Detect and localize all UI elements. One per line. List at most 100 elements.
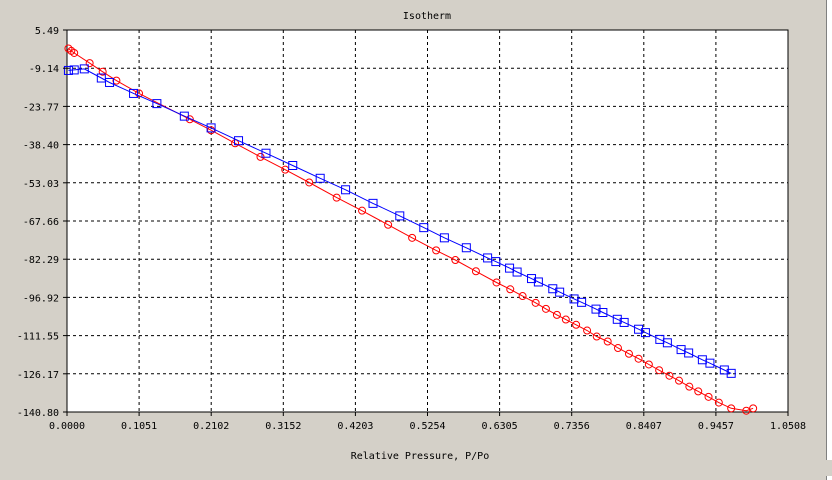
data-point [451,256,460,265]
x-tick-label: 0.1051 [121,421,157,432]
data-point [527,274,537,284]
data-point [461,243,471,253]
x-tick-label: 0.6305 [482,421,518,432]
data-point [533,277,543,287]
series-circle [64,44,758,415]
data-point [541,304,550,313]
data-point [531,298,540,307]
y-tick-label: -53.03 [23,179,59,190]
data-point [384,220,393,229]
data-point [315,173,325,183]
data-point [332,193,341,202]
x-tick-label: 0.2102 [193,421,229,432]
data-point [694,387,703,396]
x-tick-label: 0.9457 [698,421,734,432]
data-point [612,314,622,324]
data-point [561,315,570,324]
data-point [634,354,643,363]
window-edge [826,0,832,480]
data-point [684,348,694,358]
x-tick-label: 0.5254 [409,421,445,432]
data-point [704,392,713,401]
data-point [432,246,441,255]
data-point [79,64,89,74]
y-tick-label: 5.49 [35,26,59,37]
y-tick-label: -38.40 [23,141,59,152]
data-point [577,297,587,307]
x-axis-label: Relative Pressure, P/Po [351,451,489,462]
y-tick-label: -23.77 [23,102,59,113]
data-point [98,67,107,76]
data-point [368,198,378,208]
data-point [749,404,758,413]
data-point [234,136,244,146]
data-point [185,115,194,124]
data-point [395,211,405,221]
data-point [591,304,601,314]
x-tick-label: 0.0000 [49,421,85,432]
y-tick-label: -140.80 [17,408,59,419]
x-tick-label: 0.7356 [554,421,590,432]
data-point [305,178,314,187]
series-layer [63,44,758,415]
data-point [572,320,581,329]
data-point [70,48,79,57]
grid-lines [67,30,788,412]
data-point [603,337,612,346]
data-point [583,326,592,335]
data-point [552,310,561,319]
y-tick-label: -111.55 [17,332,59,343]
data-point [85,59,94,68]
data-point [512,267,522,277]
data-point [624,349,633,358]
data-point [105,77,115,87]
data-point [419,223,429,233]
data-point [675,376,684,385]
data-point [288,160,298,170]
data-point [471,267,480,276]
x-tick-label: 0.8407 [626,421,662,432]
data-point [439,233,449,243]
data-point [662,338,672,348]
data-point [598,308,608,318]
chart-title: Isotherm [403,11,451,22]
data-point [112,76,121,85]
data-point [613,344,622,353]
data-point [727,404,736,413]
data-point [555,287,565,297]
data-point [69,65,79,75]
data-point [261,148,271,158]
y-tick-label: -126.17 [17,370,59,381]
data-point [129,88,139,98]
data-point [206,123,216,133]
y-tick-label: -67.66 [23,217,59,228]
data-point [705,358,715,368]
data-point [714,398,723,407]
data-point [719,365,729,375]
data-point [742,406,751,415]
data-point [640,328,650,338]
data-point [655,366,664,375]
series-square [63,64,736,378]
data-point [665,371,674,380]
data-point [358,206,367,215]
data-point [492,278,501,287]
series-line [68,68,732,374]
data-point [518,292,527,301]
x-tick-label: 1.0508 [770,421,806,432]
data-point [152,99,162,109]
data-point [548,284,558,294]
x-tick-label: 0.3152 [265,421,301,432]
data-point [634,324,644,334]
x-tick-label: 0.4203 [337,421,373,432]
data-point [408,233,417,242]
y-tick-label: -82.29 [23,255,59,266]
data-point [619,317,629,327]
tick-labels: 0.0000 0.1051 0.2102 0.3152 0.4203 0.5254 0.63… [17,26,806,432]
data-point [231,139,240,148]
data-point [644,360,653,369]
resize-corner [826,460,832,476]
y-tick-label: -9.14 [29,64,59,75]
data-point [506,285,515,294]
